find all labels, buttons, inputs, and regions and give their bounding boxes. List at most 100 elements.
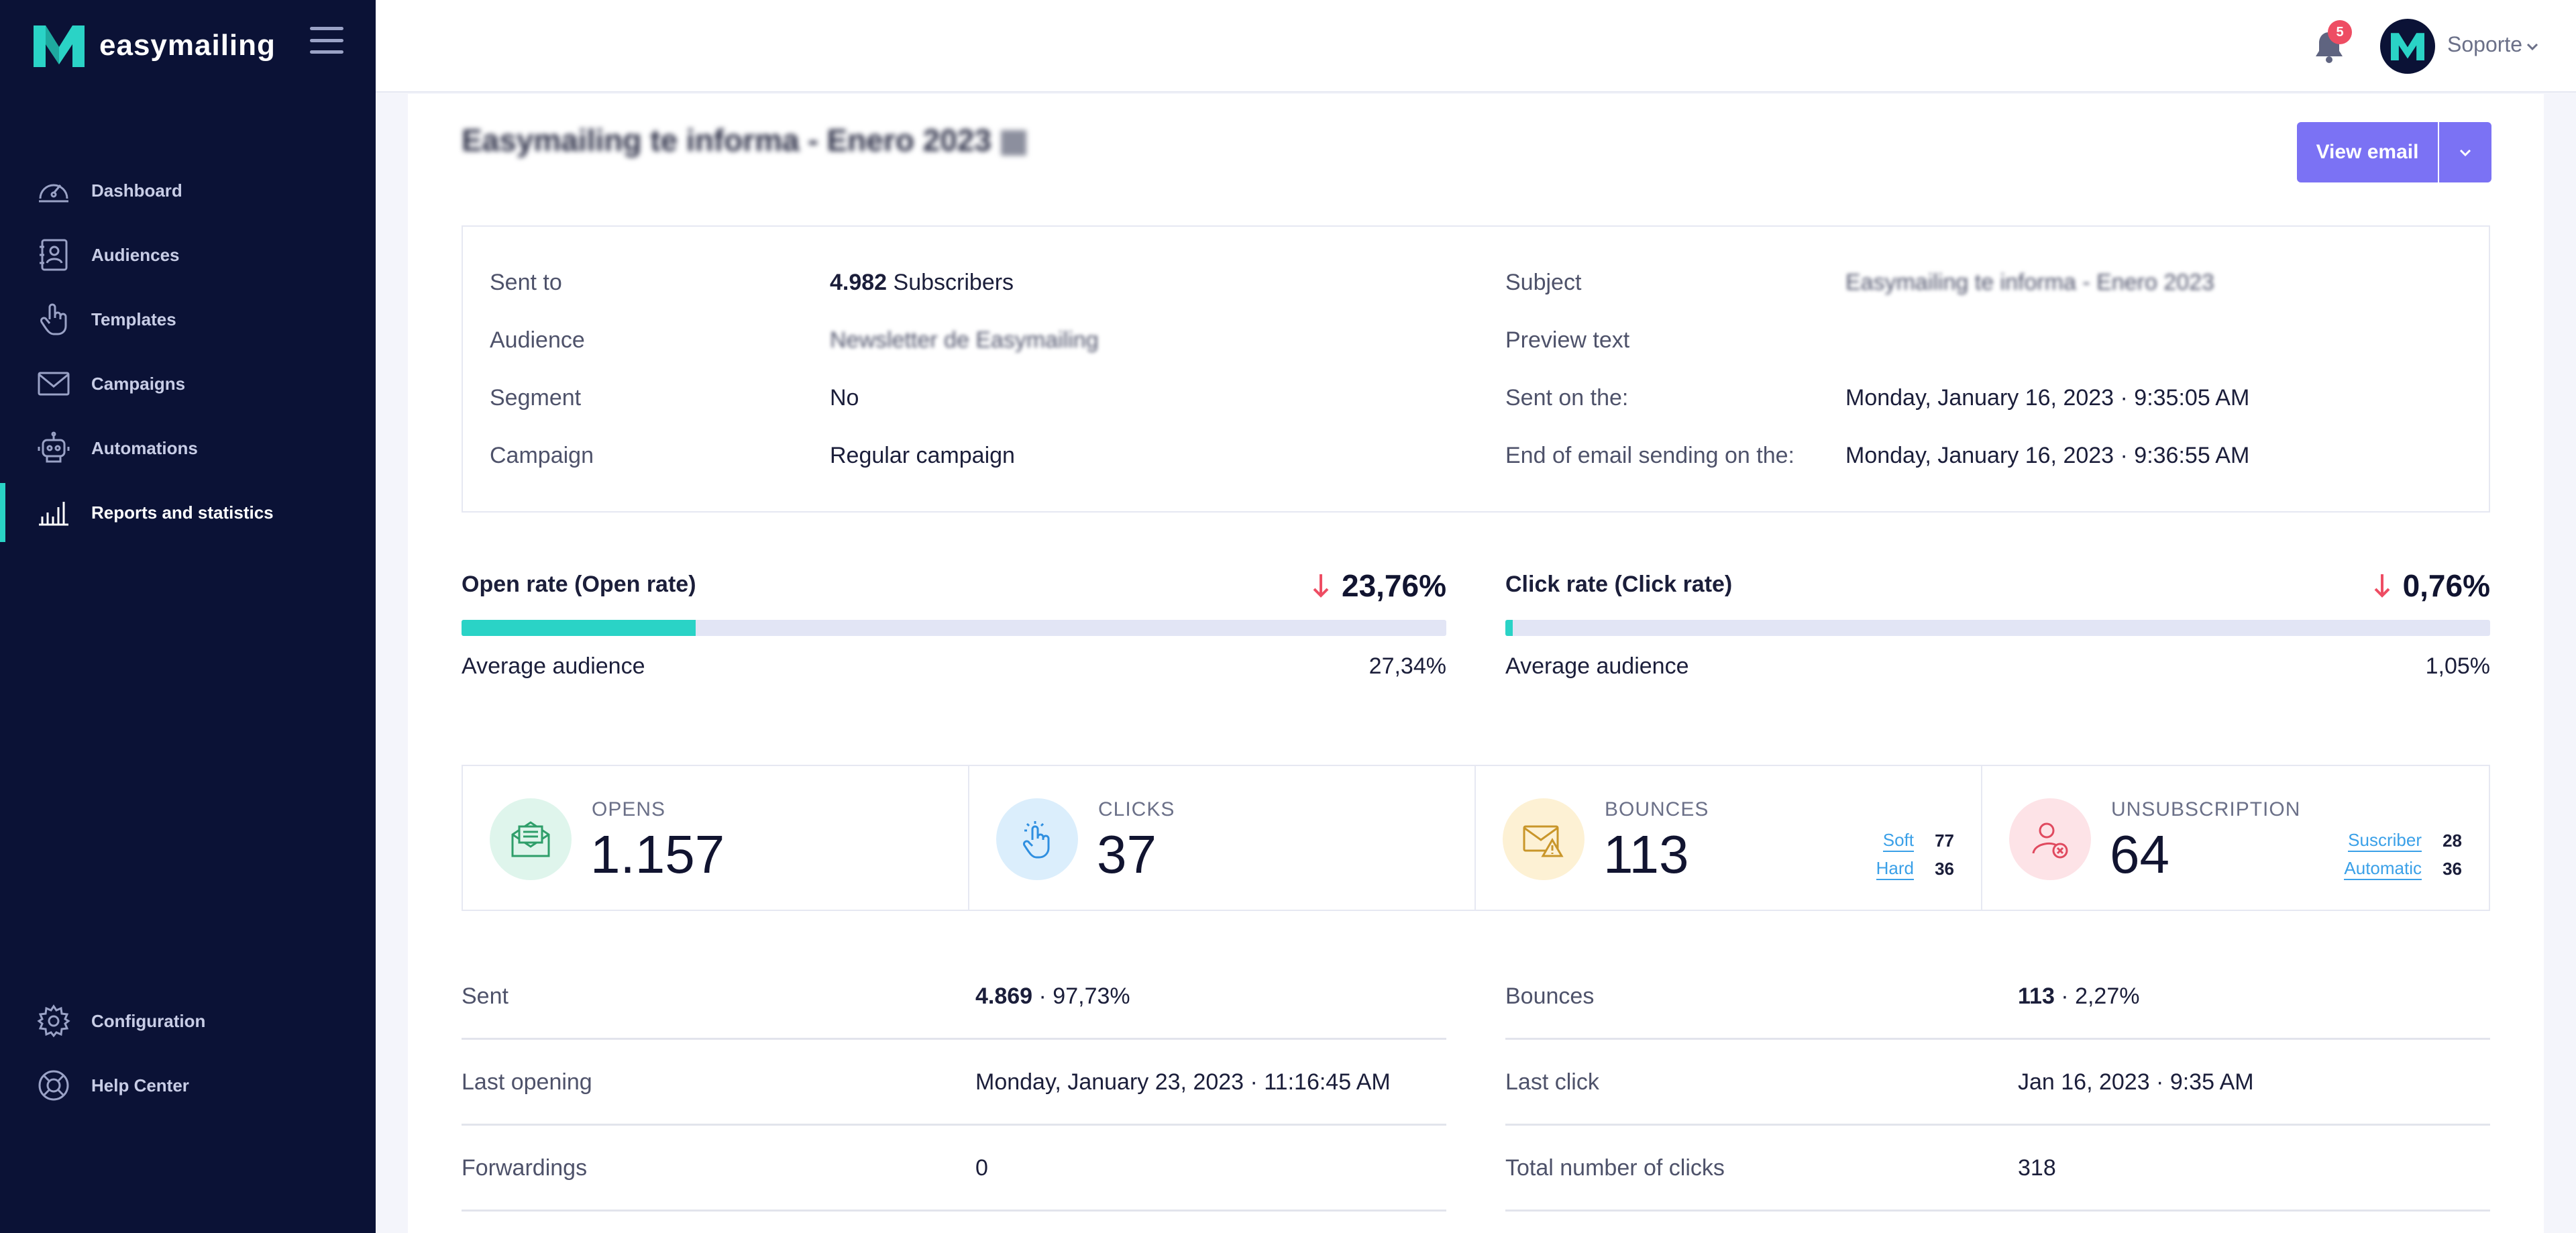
open-rate-average-value: 27,34%	[1368, 653, 1446, 679]
info-row-segment: Segment	[490, 369, 581, 427]
info-row-campaign: Campaign	[490, 427, 594, 484]
envelope-icon	[38, 372, 70, 396]
click-rate-average-value: 1,05%	[2425, 653, 2490, 679]
user-menu[interactable]: Soporte	[2447, 32, 2523, 56]
info-row-sent-to: Sent to	[490, 254, 562, 311]
robot-icon	[38, 431, 70, 463]
report-panel: Easymailing te informa - Enero 2023 View…	[408, 94, 2544, 1233]
gauge-icon	[39, 184, 68, 203]
stat-icon-circle	[490, 798, 572, 880]
brand-name: easymailing	[99, 29, 276, 62]
stat-value: 37	[1097, 824, 1157, 884]
bounce-hard-link[interactable]: Hard	[1876, 858, 1914, 880]
sidebar-item-help-center[interactable]: Help Center	[0, 1053, 376, 1118]
info-row-preview-text: Preview text	[1505, 311, 1629, 369]
info-value-audience: Newsletter de Easymailing	[830, 327, 1099, 353]
info-row-audience: Audience	[490, 311, 585, 369]
sidebar-item-label: Audiences	[91, 244, 180, 265]
stat-card-bounces[interactable]: BOUNCES 113 Soft 77 Hard 36	[1476, 766, 1982, 910]
bounce-soft: Soft 77	[1876, 826, 1954, 855]
easymailing-logo-icon	[34, 25, 85, 67]
envelope-open-icon	[511, 821, 550, 857]
sidebar-nav: Dashboard Audiences Templates Campaigns …	[0, 158, 376, 545]
user-remove-icon	[2032, 822, 2068, 859]
detail-value: Monday, January 23, 2023 · 11:16:45 AM	[975, 1069, 1391, 1095]
bounce-soft-link[interactable]: Soft	[1882, 830, 1914, 852]
arrow-down-icon	[1313, 574, 1329, 598]
info-value-campaign: Regular campaign	[830, 442, 1015, 468]
sidebar-item-label: Help Center	[91, 1075, 189, 1095]
open-rate: Open rate (Open rate) 23,76% Average aud…	[462, 568, 1446, 679]
sidebar-item-label: Automations	[91, 437, 198, 458]
unsub-automatic-value: 36	[2443, 858, 2462, 879]
click-rate-average-label: Average audience	[1505, 653, 1689, 679]
unsub-subscriber-link[interactable]: Suscriber	[2348, 830, 2422, 852]
stat-card-clicks[interactable]: CLICKS 37	[969, 766, 1476, 910]
menu-toggle-icon[interactable]	[310, 27, 343, 54]
info-label: Campaign	[490, 442, 594, 468]
chevron-down-icon[interactable]	[2525, 39, 2540, 54]
stat-card-opens[interactable]: OPENS 1.157	[463, 766, 969, 910]
open-rate-value: 23,76%	[1311, 568, 1446, 604]
bounce-breakdown: Soft 77 Hard 36	[1876, 826, 1954, 883]
info-label: Audience	[490, 327, 585, 353]
sidebar-item-audiences[interactable]: Audiences	[0, 223, 376, 287]
stat-label: OPENS	[592, 798, 666, 820]
stat-label: BOUNCES	[1605, 798, 1709, 820]
click-rate-title: Click rate (Click rate)	[1505, 572, 1733, 597]
hand-click-icon	[1023, 821, 1050, 859]
chevron-down-icon	[2459, 149, 2471, 157]
detail-row-total-clicks: Total number of clicks 318	[1505, 1126, 2490, 1212]
gear-icon	[37, 1004, 70, 1038]
view-email-button-group: View email	[2297, 122, 2491, 182]
view-email-dropdown[interactable]	[2439, 122, 2491, 182]
detail-row-forwardings: Forwardings 0	[462, 1126, 1446, 1212]
sidebar-item-dashboard[interactable]: Dashboard	[0, 158, 376, 223]
detail-value: 0	[975, 1155, 988, 1181]
info-value-sent-to: 4.982 Subscribers	[830, 269, 1014, 295]
stat-label: UNSUBSCRIPTION	[2111, 798, 2301, 820]
click-rate-bar	[1505, 620, 2490, 636]
info-label: Subject	[1505, 269, 1582, 295]
avatar[interactable]	[2380, 19, 2435, 74]
sidebar-item-configuration[interactable]: Configuration	[0, 989, 376, 1053]
click-rate-bar-fill	[1505, 620, 1513, 636]
stat-label: CLICKS	[1098, 798, 1175, 820]
info-row-end-sending: End of email sending on the:	[1505, 427, 1794, 484]
bar-chart-icon	[39, 502, 68, 526]
click-rate: Click rate (Click rate) 0,76% Average au…	[1505, 568, 2490, 679]
info-value-sent-on: Monday, January 16, 2023 · 9:35:05 AM	[1845, 384, 2250, 411]
open-rate-average-label: Average audience	[462, 653, 645, 679]
open-rate-title: Open rate (Open rate)	[462, 572, 696, 597]
info-row-sent-on: Sent on the:	[1505, 369, 1628, 427]
view-email-button[interactable]: View email	[2297, 122, 2438, 182]
info-value-subject: Easymailing te informa - Enero 2023	[1845, 269, 2214, 295]
sidebar-item-label: Configuration	[91, 1010, 206, 1031]
stat-value: 113	[1603, 824, 1689, 884]
arrow-down-icon	[2374, 574, 2390, 598]
info-label: Sent on the:	[1505, 384, 1629, 411]
sidebar-item-label: Dashboard	[91, 180, 182, 201]
stat-card-unsubscription[interactable]: UNSUBSCRIPTION 64 Suscriber 28 Automatic…	[1982, 766, 2489, 910]
stat-icon-circle	[2009, 798, 2091, 880]
topbar: 5 Soporte	[376, 0, 2576, 93]
detail-value: 318	[2018, 1155, 2056, 1181]
sidebar-item-templates[interactable]: Templates	[0, 287, 376, 352]
stat-icon-circle	[996, 798, 1078, 880]
sidebar-item-automations[interactable]: Automations	[0, 416, 376, 480]
sidebar-item-reports[interactable]: Reports and statistics	[0, 480, 376, 545]
detail-row-last-click: Last click Jan 16, 2023 · 9:35 AM	[1505, 1040, 2490, 1126]
detail-label: Last opening	[462, 1069, 592, 1095]
brand[interactable]: easymailing	[31, 20, 276, 71]
bounce-soft-value: 77	[1935, 830, 1954, 851]
detail-value: 4.869 · 97,73%	[975, 983, 1130, 1009]
detail-label: Forwardings	[462, 1155, 588, 1181]
lifebuoy-icon	[38, 1070, 69, 1101]
campaign-info: Sent to 4.982 Subscribers Audience Newsl…	[462, 225, 2490, 513]
bounce-hard-value: 36	[1935, 858, 1954, 879]
user-avatar-logo-icon	[2391, 33, 2424, 61]
sidebar-item-campaigns[interactable]: Campaigns	[0, 352, 376, 416]
unsub-automatic-link[interactable]: Automatic	[2344, 858, 2422, 880]
info-label: Segment	[490, 384, 582, 411]
info-label: Sent to	[490, 269, 562, 295]
